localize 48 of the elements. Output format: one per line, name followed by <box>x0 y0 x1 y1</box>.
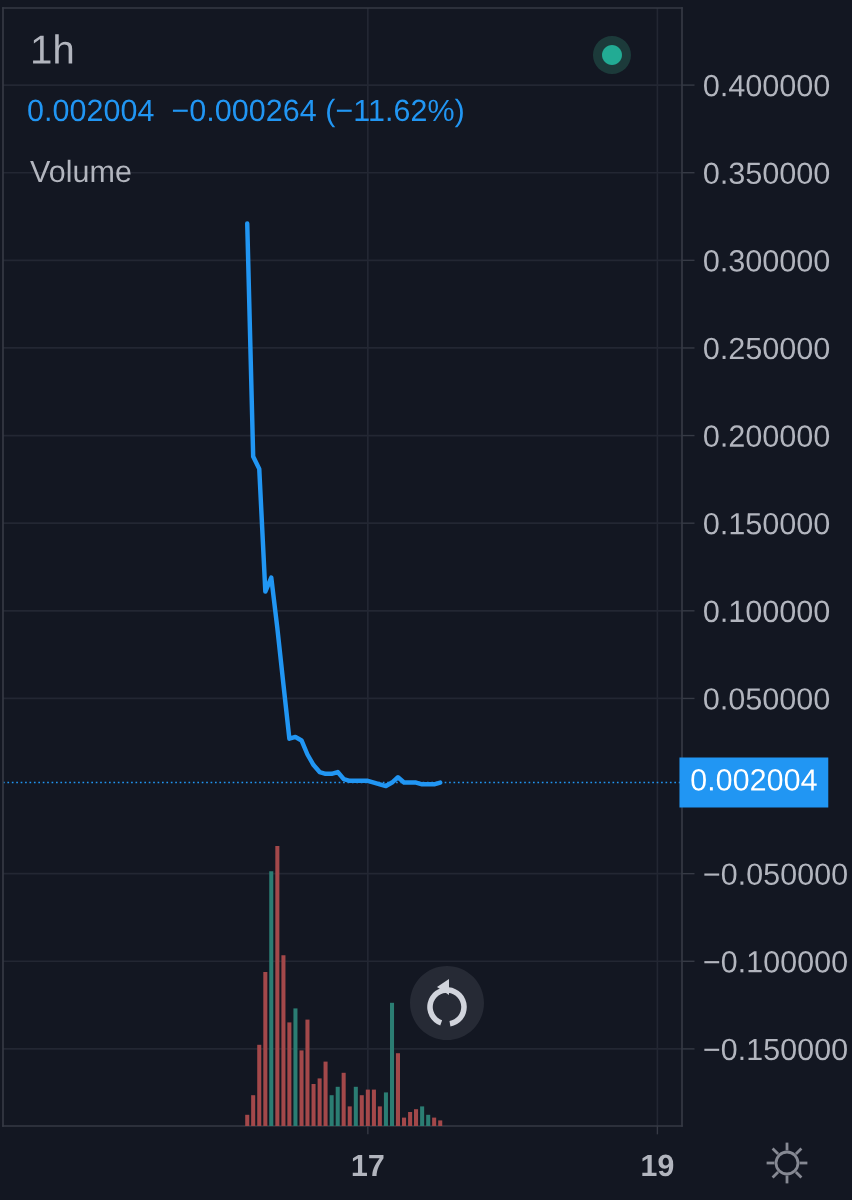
y-tick-label: −0.050000 <box>704 863 847 886</box>
bar <box>414 1109 419 1126</box>
x-tick-label: 19 <box>642 1154 674 1177</box>
bar <box>408 1112 413 1126</box>
y-tick-label: 0.400000 <box>704 74 830 97</box>
ref-line-label: 0.002004 <box>691 769 817 791</box>
x-tick-label: 17 <box>352 1154 384 1176</box>
bar <box>311 1084 316 1126</box>
y-tick-label: 0.250000 <box>704 337 830 360</box>
bar <box>275 846 280 1126</box>
bar <box>347 1106 352 1126</box>
bar <box>281 955 286 1126</box>
y-tick-label: 0.100000 <box>704 600 830 623</box>
bar <box>257 1044 262 1126</box>
bar <box>389 1002 395 1126</box>
y-tick-label: −0.100000 <box>704 951 847 973</box>
y-tick-label: 0.200000 <box>704 425 830 447</box>
bar <box>395 1053 400 1126</box>
y-tick-label: 0.150000 <box>704 512 830 535</box>
bar <box>245 1114 250 1126</box>
text: 1h <box>33 34 73 64</box>
y-tick-label: 0.050000 <box>704 688 830 710</box>
bar <box>293 1008 298 1126</box>
y-tick-label: 0.300000 <box>704 250 830 272</box>
y-tick-label: 0.350000 <box>704 162 830 185</box>
bar <box>269 871 274 1126</box>
bar <box>335 1086 340 1126</box>
y-tick-label: −0.150000 <box>704 1038 847 1061</box>
bar <box>371 1089 376 1126</box>
bar <box>438 1120 443 1126</box>
bar <box>263 972 268 1126</box>
bar <box>420 1106 425 1126</box>
bar <box>341 1072 346 1126</box>
bar <box>353 1086 358 1126</box>
bar <box>359 1095 364 1126</box>
text: 0.002004 −0.000264 (−11.62%) <box>28 98 463 128</box>
chart-title: Volume <box>30 159 131 183</box>
bar <box>317 1078 322 1126</box>
bar <box>329 1095 334 1126</box>
bar <box>287 1022 292 1126</box>
bar <box>251 1095 256 1126</box>
bar <box>432 1117 437 1126</box>
bar <box>365 1089 370 1126</box>
bar <box>323 1061 328 1126</box>
bar <box>426 1114 431 1126</box>
bar <box>377 1106 382 1126</box>
bar <box>383 1092 388 1126</box>
bar <box>402 1117 407 1126</box>
